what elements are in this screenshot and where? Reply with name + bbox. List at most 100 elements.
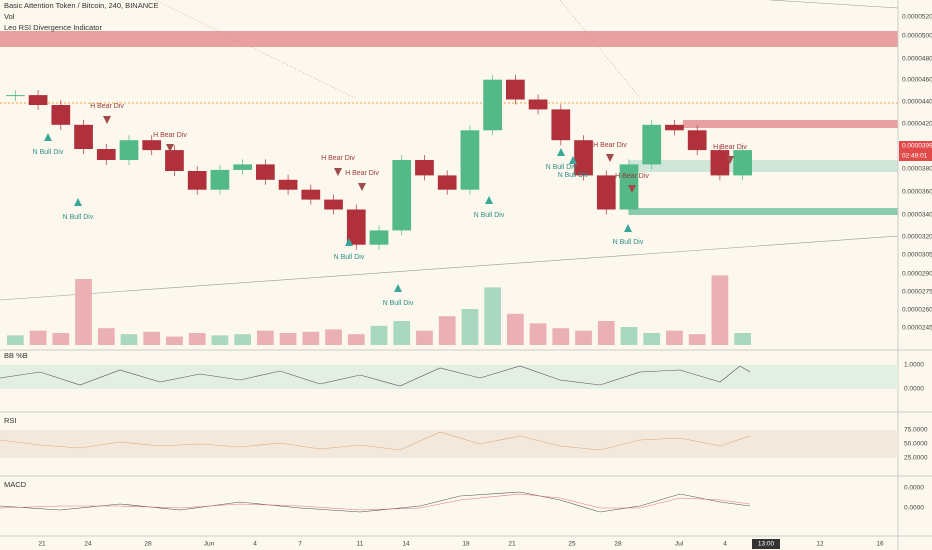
signal-label: N Bull Div	[558, 172, 589, 179]
signal-label: N Bull Div	[334, 254, 365, 261]
volume-bar	[552, 328, 570, 345]
candle	[301, 189, 321, 200]
panel-axis-label: 0.0000	[904, 505, 924, 512]
price-badge	[899, 141, 932, 151]
volume-bar	[211, 335, 229, 345]
time-label: 28	[144, 541, 152, 548]
trend-line	[769, 0, 899, 9]
candle	[528, 99, 548, 110]
time-label: 18	[462, 541, 470, 548]
candle	[596, 175, 616, 210]
volume-label: Vol	[4, 12, 15, 21]
volume-bar	[7, 335, 24, 345]
panel-title: MACD	[4, 480, 27, 489]
price-label: 0.00003999	[902, 143, 932, 150]
signal-marker	[628, 185, 636, 193]
candle	[256, 164, 275, 180]
volume-bar	[734, 333, 751, 345]
candle	[392, 160, 412, 231]
signal-marker	[74, 198, 82, 206]
panel-axis-label: 0.0000	[904, 485, 924, 492]
candle	[28, 95, 48, 105]
resistance-zone	[0, 31, 898, 47]
signal-label: H Bear Div	[593, 142, 627, 149]
candle	[51, 105, 71, 125]
time-badge	[899, 151, 932, 161]
volume-bar	[575, 330, 592, 345]
signal-marker	[345, 238, 353, 246]
candle	[346, 209, 366, 245]
panel-axis-label: 1.0000	[904, 362, 924, 369]
signal-marker	[485, 196, 493, 204]
signal-line	[0, 493, 751, 511]
candle	[324, 199, 343, 210]
volume-bar	[97, 328, 115, 345]
panel-axis-label: 25.0000	[904, 455, 928, 462]
signal-label: H Bear Div	[345, 170, 379, 177]
time-label: 14	[402, 541, 410, 548]
candle	[483, 79, 502, 131]
volume-bar	[529, 323, 547, 345]
candle	[551, 109, 571, 141]
volume-bar	[347, 334, 365, 345]
signal-marker	[606, 154, 614, 162]
volume-bar	[188, 333, 206, 345]
candle	[119, 140, 139, 160]
support-zone	[629, 160, 898, 172]
trend-line	[154, 0, 356, 99]
bb-band	[0, 365, 898, 389]
signal-label: N Bull Div	[613, 239, 644, 246]
volume-bar	[52, 333, 70, 345]
time-label: Jul	[675, 541, 684, 548]
price-label: 0.00002450	[902, 325, 932, 332]
signal-label: N Bull Div	[474, 212, 505, 219]
candle	[165, 150, 184, 171]
volume-bar	[438, 316, 456, 345]
volume-bar	[75, 279, 92, 345]
volume-bar	[279, 333, 297, 345]
trend-line	[559, 0, 641, 99]
signal-marker	[557, 148, 565, 156]
price-label: 02:49:01	[902, 153, 928, 160]
resistance-zone	[683, 120, 898, 128]
symbol-title: Basic Attention Token / Bitcoin, 240, BI…	[4, 1, 159, 10]
signal-marker	[358, 183, 366, 191]
time-label: 24	[84, 541, 92, 548]
time-label: 25	[568, 541, 576, 548]
indicator-label: Leo RSI Divergence Indicator	[4, 23, 102, 32]
time-label: 7	[298, 541, 302, 548]
signal-label: N Bull Div	[546, 164, 577, 171]
volume-bar	[257, 330, 274, 345]
volume-bar	[234, 334, 251, 345]
volume-bar	[325, 329, 342, 345]
candle	[460, 130, 480, 190]
time-label: 13:00	[758, 541, 775, 548]
panel-axis-label: 75.0000	[904, 427, 928, 434]
volume-bar	[120, 334, 138, 345]
candle	[233, 164, 252, 170]
signal-label: H Bear Div	[90, 103, 124, 110]
signal-marker	[726, 156, 734, 164]
volume-bar	[643, 333, 661, 345]
volume-bar	[711, 275, 729, 345]
candle	[437, 175, 457, 190]
time-cursor-badge	[752, 539, 780, 549]
rsi-line	[0, 431, 751, 451]
time-label: 16	[876, 541, 884, 548]
volume-bar	[416, 330, 433, 345]
volume-bar	[484, 287, 501, 345]
volume-bar	[370, 325, 388, 345]
volume-bar	[597, 321, 615, 345]
panel-title: RSI	[4, 416, 17, 425]
